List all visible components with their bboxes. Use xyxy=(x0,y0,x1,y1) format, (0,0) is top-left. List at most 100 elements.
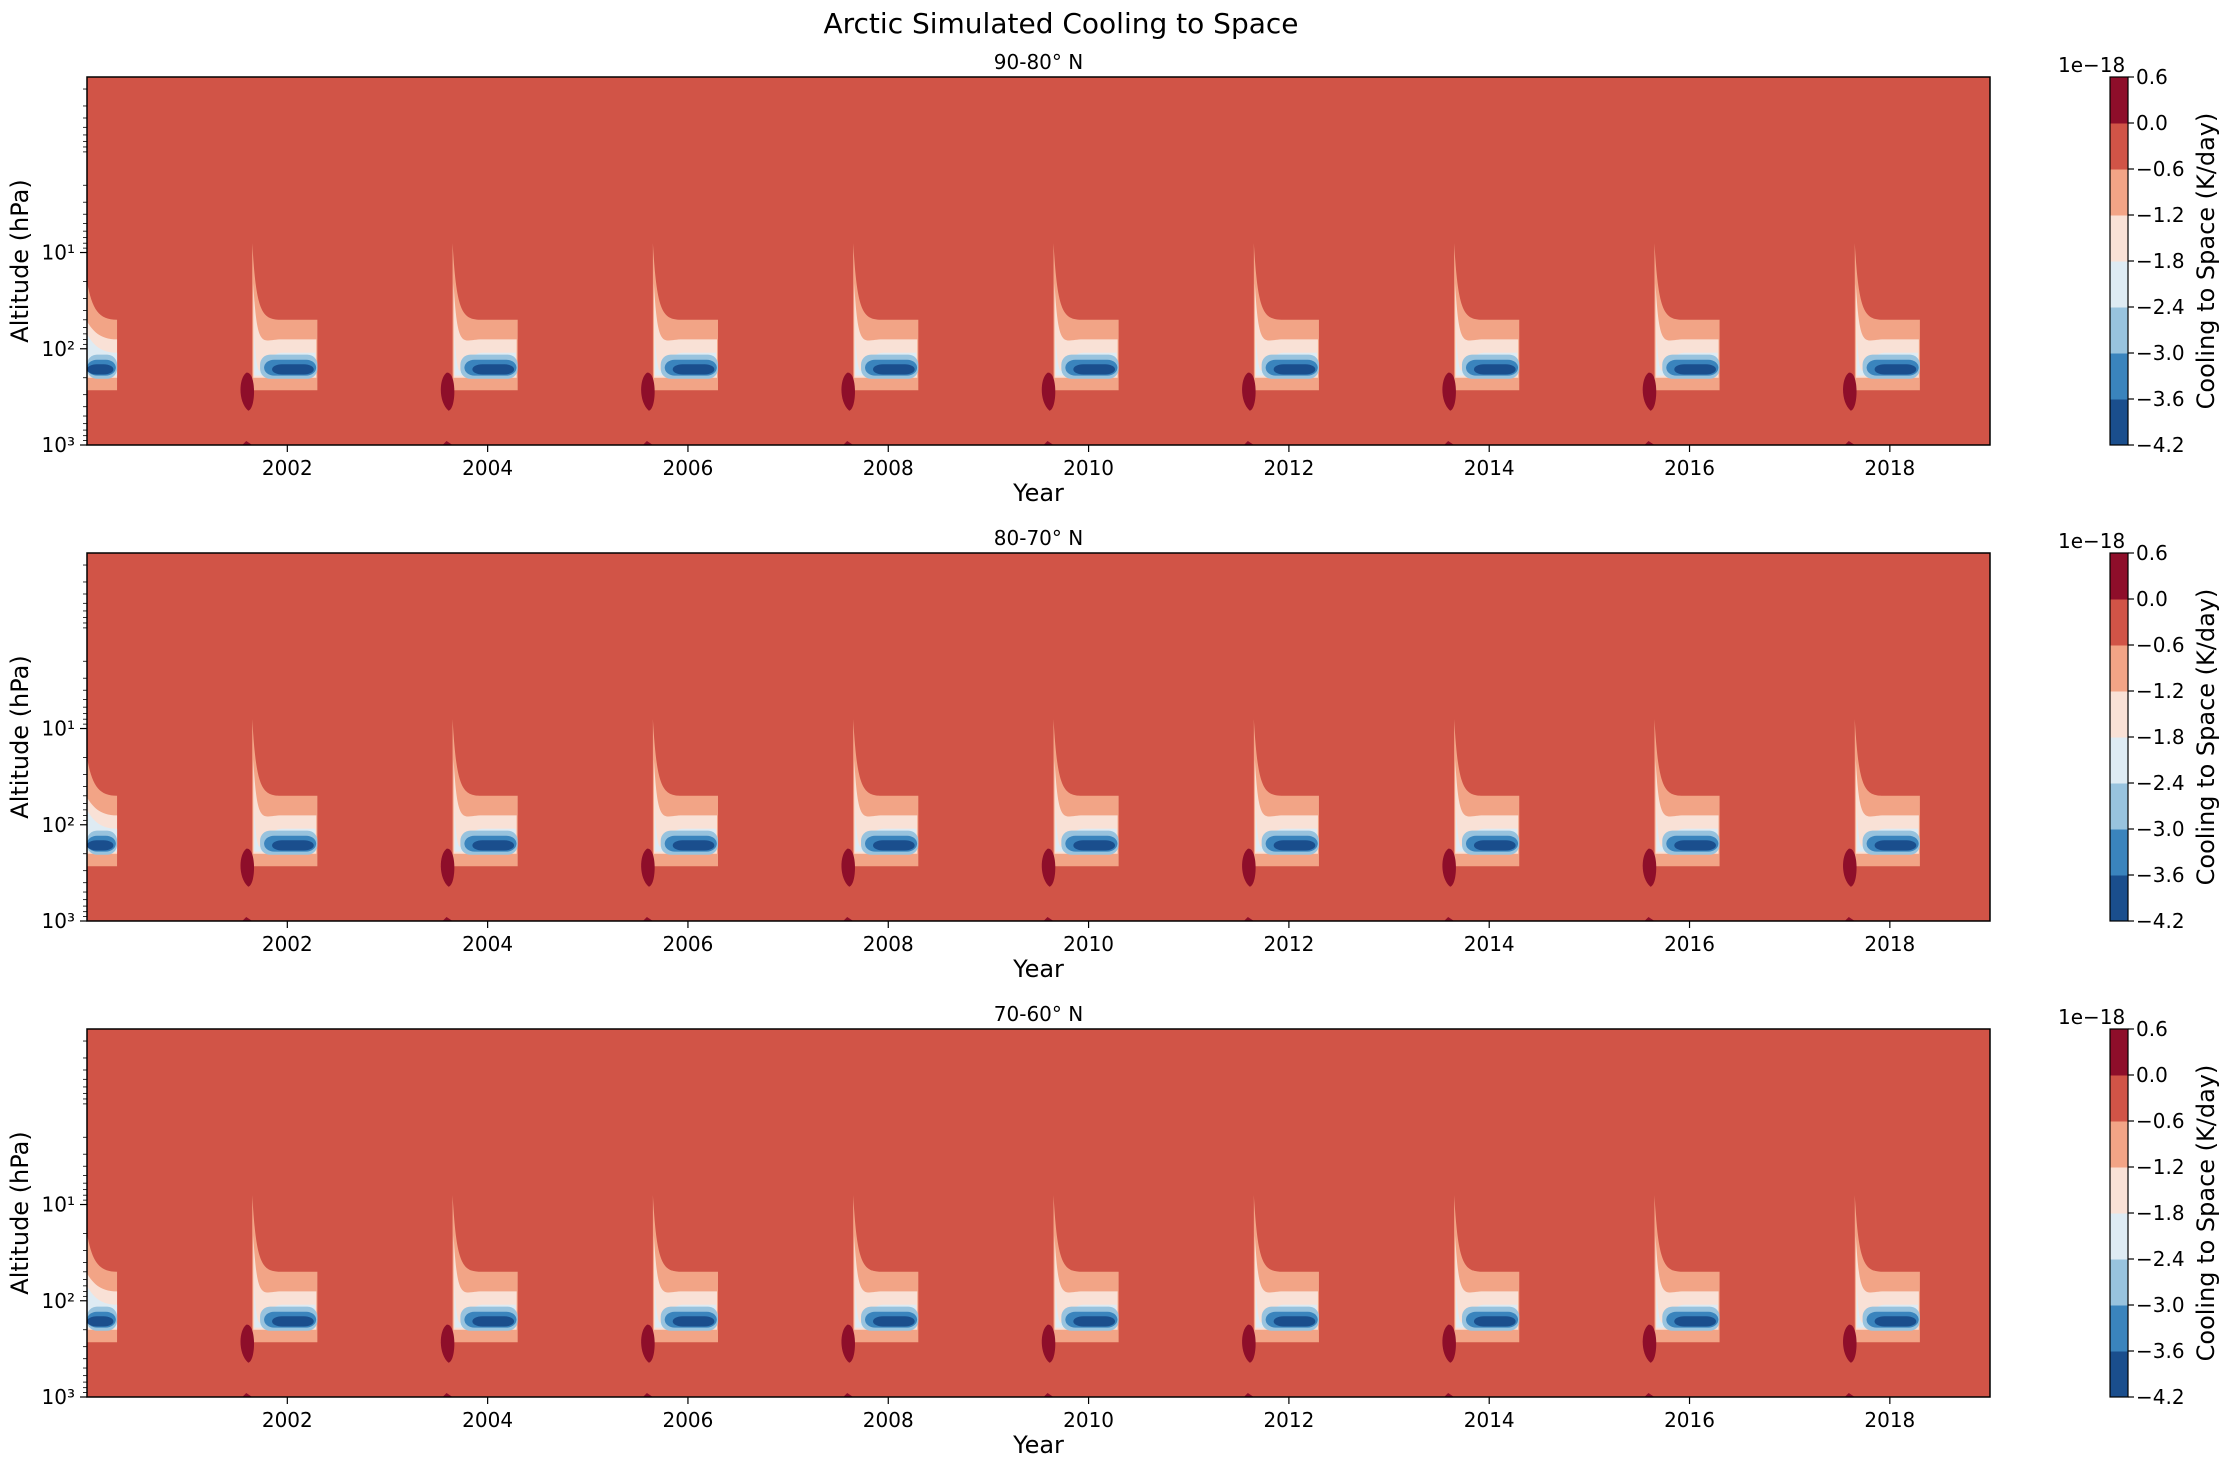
warming-lobe xyxy=(1243,1393,1254,1397)
x-tick-label: 2002 xyxy=(262,1408,313,1432)
warming-lobe xyxy=(1644,917,1655,921)
warming-lobe xyxy=(440,848,455,887)
colorbar-segment xyxy=(2110,261,2128,308)
cooling-event xyxy=(87,1233,118,1343)
colorbar-tick-label: 0.0 xyxy=(2136,1063,2168,1087)
cooling-event xyxy=(1642,243,1720,445)
x-tick-label: 2002 xyxy=(262,456,313,480)
x-axis-label: Year xyxy=(1012,1431,1064,1459)
warming-lobe xyxy=(841,372,855,411)
colorbar-segment xyxy=(2110,691,2128,738)
colorbar-segment xyxy=(2110,829,2128,876)
colorbar-label: Cooling to Space (K/day) xyxy=(2192,113,2220,410)
x-axis-label: Year xyxy=(1012,479,1064,507)
colorbar-segment xyxy=(2110,307,2128,354)
warming-lobe xyxy=(1644,1393,1655,1397)
y-tick-label: 10² xyxy=(42,337,75,361)
colorbar-segment xyxy=(2110,169,2128,216)
cooling-event xyxy=(1843,719,1920,921)
cooling-event xyxy=(240,243,318,445)
warming-lobe xyxy=(641,1324,655,1363)
warming-lobe xyxy=(642,441,653,445)
x-tick-label: 2018 xyxy=(1864,1408,1915,1432)
colorbar-segment xyxy=(2110,215,2128,262)
cooling-event xyxy=(1242,1195,1319,1397)
y-tick-label: 10² xyxy=(42,813,75,837)
colorbar-offset: 1e−18 xyxy=(2058,53,2125,77)
cooling-event xyxy=(440,243,518,445)
colorbar-tick-label: −3.6 xyxy=(2136,387,2185,411)
x-tick-label: 2010 xyxy=(1063,932,1114,956)
contour-band xyxy=(1073,1316,1116,1327)
y-tick-label: 10³ xyxy=(42,1385,75,1409)
cooling-event xyxy=(1242,243,1319,445)
x-tick-label: 2014 xyxy=(1464,456,1515,480)
colorbar-segment xyxy=(2110,1075,2128,1122)
warming-lobe xyxy=(1843,372,1857,411)
cooling-event xyxy=(1041,719,1119,921)
plot-area xyxy=(87,553,1990,921)
warming-lobe xyxy=(1444,917,1455,921)
panel-0: 90-80° N 2002 2004 2006 2008 2010 2012 2014 2016… xyxy=(6,50,2220,507)
colorbar-segment xyxy=(2110,1213,2128,1260)
warming-lobe xyxy=(1242,1324,1256,1363)
warming-lobe xyxy=(240,1324,255,1363)
colorbar-offset: 1e−18 xyxy=(2058,1005,2125,1029)
warming-lobe xyxy=(843,1393,854,1397)
x-tick-label: 2016 xyxy=(1664,932,1715,956)
warming-lobe xyxy=(843,441,854,445)
colorbar-tick-label: 0.6 xyxy=(2136,541,2168,565)
warming-lobe xyxy=(642,917,653,921)
x-tick-label: 2012 xyxy=(1263,456,1314,480)
y-tick-label: 10¹ xyxy=(42,241,75,265)
colorbar-tick-label: −2.4 xyxy=(2136,771,2185,795)
contour-band xyxy=(672,364,715,375)
warming-lobe xyxy=(1243,917,1254,921)
colorbar-tick-label: −2.4 xyxy=(2136,295,2185,319)
x-tick-label: 2012 xyxy=(1263,1408,1314,1432)
colorbar-tick-label: −0.6 xyxy=(2136,633,2185,657)
x-tick-label: 2016 xyxy=(1664,1408,1715,1432)
colorbar-tick-label: −4.2 xyxy=(2136,1385,2185,1409)
y-axis-label: Altitude (hPa) xyxy=(6,179,34,342)
plot-area xyxy=(87,1029,1990,1397)
colorbar-segment xyxy=(2110,1029,2128,1076)
contour-band xyxy=(87,840,114,851)
warming-lobe xyxy=(442,917,453,921)
warming-lobe xyxy=(1642,372,1657,411)
warming-lobe xyxy=(1843,848,1857,887)
colorbar-tick-label: −4.2 xyxy=(2136,909,2185,933)
x-tick-label: 2008 xyxy=(863,1408,914,1432)
contour-band xyxy=(1674,840,1716,851)
cooling-event xyxy=(1242,719,1319,921)
warming-lobe xyxy=(1444,1393,1455,1397)
colorbar-segment xyxy=(2110,783,2128,830)
colorbar-tick-label: 0.0 xyxy=(2136,111,2168,135)
cooling-event xyxy=(87,757,118,867)
contour-band xyxy=(87,1316,114,1327)
contour-band xyxy=(1874,364,1917,375)
cooling-event xyxy=(1642,1195,1720,1397)
panels: 90-80° N 2002 2004 2006 2008 2010 2012 2014 2016… xyxy=(6,50,2220,1459)
warming-lobe xyxy=(1442,1324,1456,1363)
colorbar-tick-label: −0.6 xyxy=(2136,1109,2185,1133)
warming-lobe xyxy=(1442,848,1456,887)
colorbar-segment xyxy=(2110,123,2128,170)
y-tick-label: 10³ xyxy=(42,909,75,933)
axes-frame xyxy=(86,1028,1991,1398)
contour-band xyxy=(1473,840,1516,851)
contour-band xyxy=(873,364,915,375)
warming-lobe xyxy=(1642,848,1657,887)
cooling-event xyxy=(1041,1195,1119,1397)
y-axis-label: Altitude (hPa) xyxy=(6,1131,34,1294)
axes-frame xyxy=(86,552,1991,922)
warming-lobe xyxy=(1041,372,1056,411)
x-tick-label: 2006 xyxy=(662,456,713,480)
contour-band xyxy=(472,840,515,851)
warming-lobe xyxy=(242,441,253,445)
cooling-event xyxy=(1041,243,1119,445)
colorbar-segment xyxy=(2110,1259,2128,1306)
figure-title: Arctic Simulated Cooling to Space xyxy=(823,7,1298,40)
contour-band xyxy=(873,840,915,851)
